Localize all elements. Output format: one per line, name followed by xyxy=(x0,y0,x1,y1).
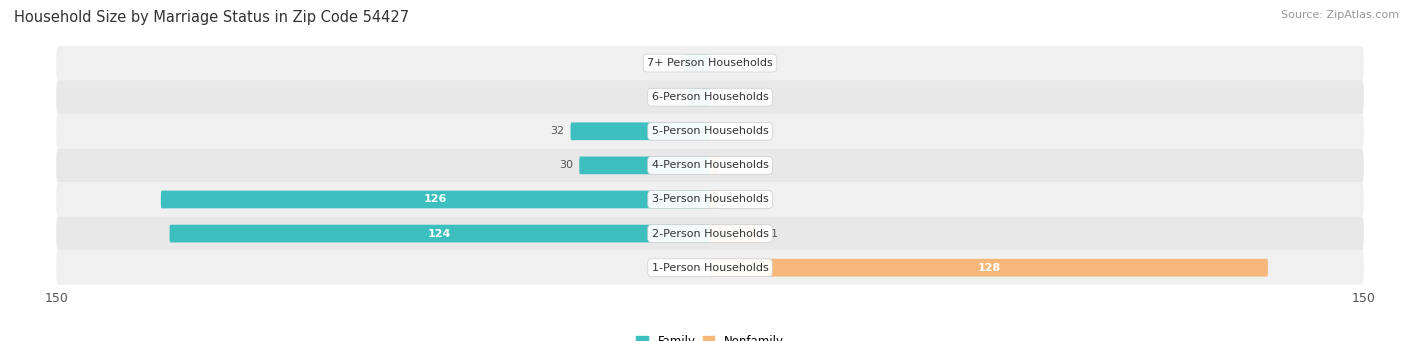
FancyBboxPatch shape xyxy=(689,88,710,106)
FancyBboxPatch shape xyxy=(571,122,710,140)
FancyBboxPatch shape xyxy=(56,148,1364,182)
FancyBboxPatch shape xyxy=(160,191,710,208)
Text: 4-Person Households: 4-Person Households xyxy=(651,160,769,170)
FancyBboxPatch shape xyxy=(710,157,718,174)
FancyBboxPatch shape xyxy=(56,80,1364,114)
Text: 2: 2 xyxy=(725,194,733,205)
Text: 2: 2 xyxy=(725,160,733,170)
FancyBboxPatch shape xyxy=(579,157,710,174)
Text: 32: 32 xyxy=(550,126,564,136)
Text: 2-Person Households: 2-Person Households xyxy=(651,228,769,239)
Text: 128: 128 xyxy=(977,263,1001,273)
FancyBboxPatch shape xyxy=(56,217,1364,251)
Text: Household Size by Marriage Status in Zip Code 54427: Household Size by Marriage Status in Zip… xyxy=(14,10,409,25)
Text: 7+ Person Households: 7+ Person Households xyxy=(647,58,773,68)
Text: 5-Person Households: 5-Person Households xyxy=(651,126,769,136)
Text: 11: 11 xyxy=(765,228,779,239)
FancyBboxPatch shape xyxy=(56,114,1364,148)
Text: 126: 126 xyxy=(423,194,447,205)
Text: 3-Person Households: 3-Person Households xyxy=(651,194,769,205)
Text: 1-Person Households: 1-Person Households xyxy=(651,263,769,273)
Text: 6-Person Households: 6-Person Households xyxy=(651,92,769,102)
FancyBboxPatch shape xyxy=(710,191,718,208)
FancyBboxPatch shape xyxy=(710,259,1268,277)
Text: 5: 5 xyxy=(675,92,682,102)
Text: 6: 6 xyxy=(671,58,678,68)
Text: Source: ZipAtlas.com: Source: ZipAtlas.com xyxy=(1281,10,1399,20)
FancyBboxPatch shape xyxy=(710,225,758,242)
FancyBboxPatch shape xyxy=(56,182,1364,217)
Legend: Family, Nonfamily: Family, Nonfamily xyxy=(631,331,789,341)
Text: 124: 124 xyxy=(427,228,451,239)
FancyBboxPatch shape xyxy=(683,54,710,72)
FancyBboxPatch shape xyxy=(56,46,1364,80)
FancyBboxPatch shape xyxy=(170,225,710,242)
FancyBboxPatch shape xyxy=(56,251,1364,285)
Text: 30: 30 xyxy=(558,160,572,170)
